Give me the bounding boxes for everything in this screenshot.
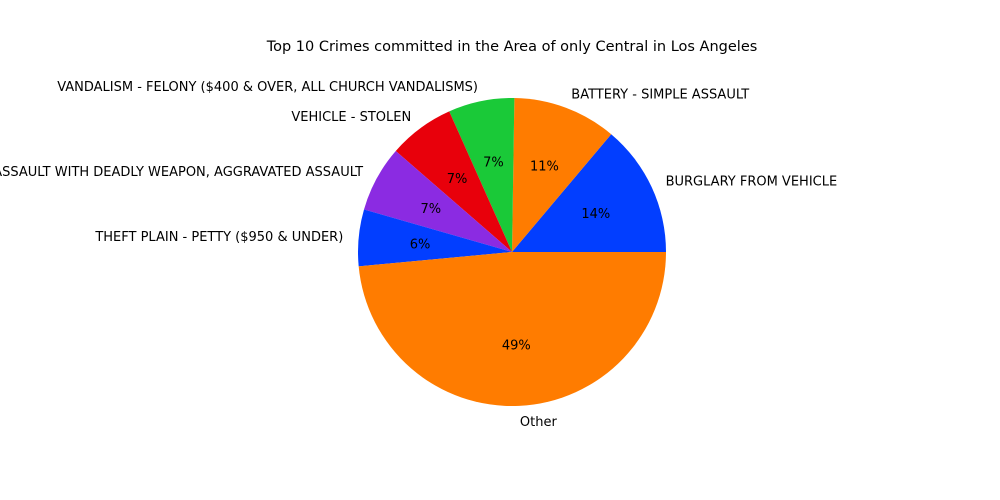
pie-slice: [395, 111, 512, 252]
chart-title: Top 10 Crimes committed in the Area of o…: [266, 39, 758, 55]
slice-label: BURGLARY FROM VEHICLE: [666, 175, 838, 190]
pie-slice: [364, 150, 512, 252]
pie-slice: [358, 209, 512, 267]
percent-label: 7%: [447, 172, 468, 187]
pie-slice: [358, 252, 666, 406]
pie-slice: [512, 134, 666, 252]
percent-labels: 14% 11% 7% 7% 7% 6% 49%: [410, 156, 611, 354]
slice-label: Other: [520, 415, 558, 430]
pie-slices: [358, 98, 666, 406]
percent-label: 49%: [502, 338, 531, 353]
percent-label: 11%: [530, 159, 559, 174]
slice-label: VEHICLE - STOLEN: [291, 110, 411, 125]
percent-label: 14%: [581, 207, 610, 222]
slice-label: THEFT PLAIN - PETTY ($950 & UNDER): [94, 230, 343, 245]
percent-label: 6%: [410, 237, 431, 252]
slice-labels: BURGLARY FROM VEHICLE BATTERY - SIMPLE AS…: [0, 80, 837, 430]
pie-slice: [512, 98, 612, 253]
slice-label: ASSAULT WITH DEADLY WEAPON, AGGRAVATED A…: [0, 165, 363, 180]
pie-slice: [449, 98, 515, 252]
percent-label: 7%: [420, 202, 441, 217]
slice-label: VANDALISM - FELONY ($400 & OVER, ALL CHU…: [57, 80, 478, 95]
slice-label: BATTERY - SIMPLE ASSAULT: [571, 87, 749, 102]
percent-label: 7%: [483, 156, 504, 171]
